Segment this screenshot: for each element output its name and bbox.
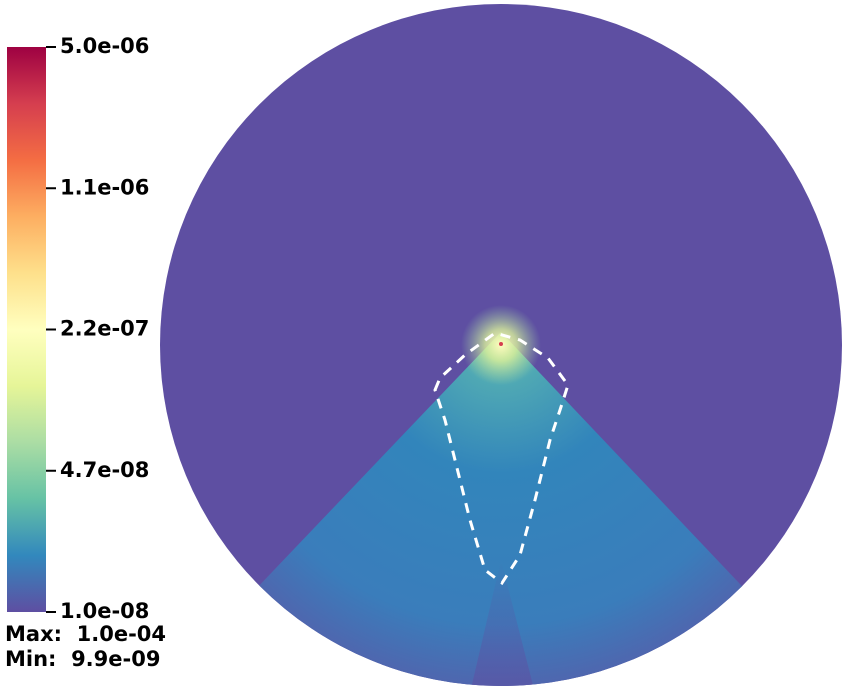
tick-label: 5.0e-06: [60, 34, 149, 58]
max-label: Max: 1.0e-04: [5, 622, 166, 646]
bottom-shade: [470, 560, 535, 686]
min-label: Min: 9.9e-09: [5, 647, 160, 671]
cone-region: [160, 332, 842, 686]
field: [160, 305, 842, 686]
tick-label: 1.1e-06: [60, 175, 149, 199]
contour: [433, 331, 570, 586]
tick-label: 2.2e-07: [60, 317, 149, 341]
source-point: [499, 342, 503, 346]
tick-label: 1.0e-08: [60, 599, 149, 623]
colorbar-ticks: 5.0e-06 1.1e-06 2.2e-07 4.7e-08 1.0e-08: [46, 34, 149, 623]
colorbar: [7, 47, 46, 612]
tick-label: 4.7e-08: [60, 458, 149, 482]
